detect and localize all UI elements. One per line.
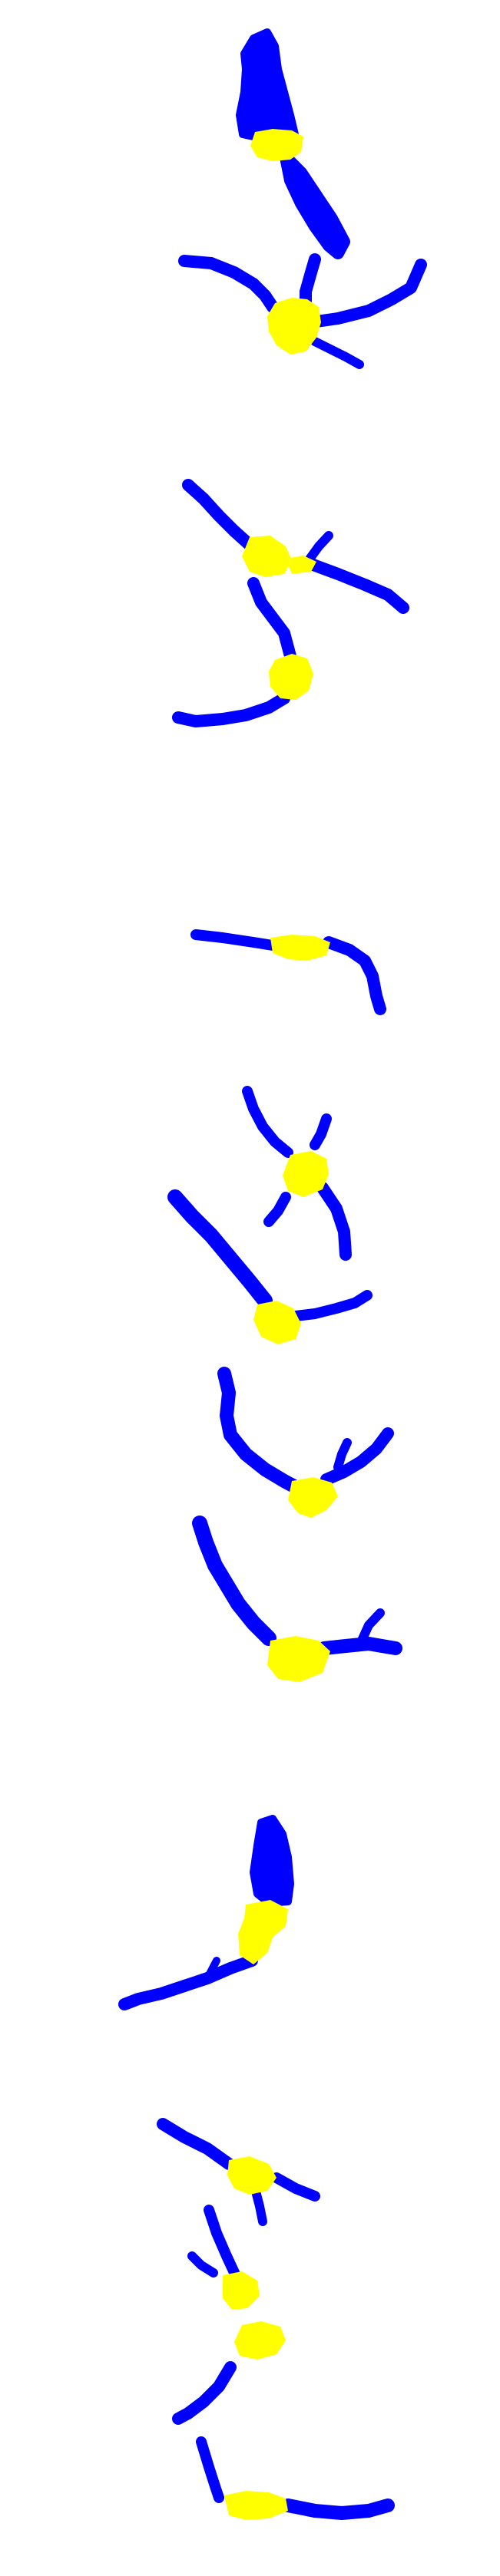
blue-region: [190, 929, 278, 951]
blue-region: [192, 1516, 276, 1646]
blue-region: [310, 337, 364, 369]
figure-3: [190, 929, 386, 1015]
blue-region: [310, 1113, 332, 1150]
yellow-junction: [250, 129, 303, 161]
figure-4: [167, 1086, 373, 1344]
yellow-junction: [253, 1301, 301, 1344]
blue-region: [304, 531, 333, 565]
blue-region: [172, 2361, 237, 2425]
blue-region: [263, 1192, 291, 1227]
blue-region: [320, 1427, 394, 1486]
blue-region: [290, 1290, 373, 1321]
blue-region: [333, 1438, 352, 1472]
blue-region: [178, 255, 279, 313]
yellow-junction: [288, 1477, 338, 1518]
blue-region: [204, 1957, 220, 1982]
yellow-junction: [267, 1636, 330, 1682]
figure-2: [172, 479, 409, 727]
blue-region: [182, 479, 256, 551]
blue-region: [167, 1189, 273, 1308]
blue-region: [281, 2498, 395, 2520]
yellow-junction: [227, 2156, 276, 2195]
blue-region: [242, 1086, 293, 1158]
blue-region: [196, 2436, 224, 2503]
blue-region: [305, 558, 409, 614]
blue-region: [157, 2118, 235, 2170]
figure-5: [217, 1367, 394, 1518]
yellow-junction: [270, 935, 330, 961]
blue-region: [172, 692, 290, 727]
blue-region: [250, 1815, 294, 1907]
blue-region: [271, 2172, 320, 2202]
blue-region: [250, 2184, 267, 2226]
yellow-junction: [224, 2491, 288, 2520]
blue-region: [356, 1608, 385, 1647]
blue-region: [317, 1637, 402, 1655]
yellow-junction: [267, 298, 321, 355]
yellow-junction: [242, 536, 292, 577]
yellow-junction: [286, 556, 316, 574]
yellow-junction: [269, 654, 313, 700]
figure-7: [118, 1815, 294, 2010]
yellow-junction: [234, 2321, 286, 2360]
blue-region: [118, 1954, 258, 2010]
blue-region: [316, 1182, 352, 1261]
yellow-junction: [283, 1151, 329, 1197]
blue-region: [187, 2251, 218, 2278]
figure-6: [192, 1516, 402, 1682]
blue-region: [305, 259, 427, 328]
figure-1: [178, 28, 427, 369]
yellow-junction: [238, 1900, 288, 1964]
blue-region: [236, 28, 299, 142]
blue-region: [204, 2205, 242, 2283]
blue-region: [280, 151, 350, 259]
blue-region: [323, 936, 386, 1015]
yellow-junction: [223, 2271, 260, 2310]
figure-8: [157, 2118, 395, 2520]
blue-region: [247, 577, 296, 662]
blue-region: [217, 1367, 303, 1494]
